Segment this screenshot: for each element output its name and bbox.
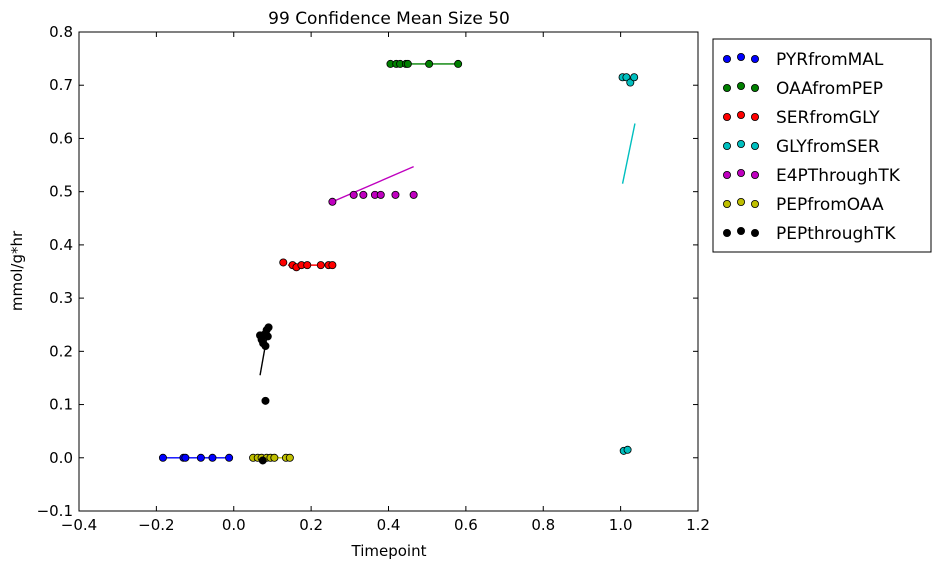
chart-title: 99 Confidence Mean Size 50 <box>268 9 510 29</box>
legend-marker-serfromgly <box>737 111 746 120</box>
legend-label-pepthroughtk: PEPthroughTK <box>776 224 896 244</box>
data-point-oaafrompep <box>425 59 434 68</box>
x-tick-label: 0.0 <box>222 516 246 534</box>
legend-label-serfromgly: SERfromGLY <box>776 108 880 128</box>
data-point-pepfromoaa <box>285 453 294 462</box>
series-line-e4pthroughtk <box>332 166 414 203</box>
x-tick-label: 0.8 <box>531 516 555 534</box>
data-point-serfromgly <box>316 261 325 270</box>
legend-marker-pepthroughtk <box>723 228 732 237</box>
data-point-pyrfrommal <box>158 453 167 462</box>
data-point-serfromgly <box>279 258 288 267</box>
x-tick-label: 1.2 <box>686 516 710 534</box>
legend-label-pyrfrommal: PYRfromMAL <box>776 50 884 70</box>
data-point-e4pthroughtk <box>376 190 385 199</box>
data-point-pyrfrommal <box>196 453 205 462</box>
data-point-glyfromser <box>622 73 631 82</box>
x-tick-label: −0.4 <box>61 516 97 534</box>
data-point-glyfromser <box>623 445 632 454</box>
legend-label-oaafrompep: OAAfromPEP <box>776 79 883 99</box>
data-point-pepthroughtk <box>261 396 270 405</box>
legend-marker-pepthroughtk <box>737 226 746 235</box>
data-point-pyrfrommal <box>181 453 190 462</box>
data-point-e4pthroughtk <box>391 190 400 199</box>
series-line-glyfromser <box>621 123 636 184</box>
legend-label-pepfromoaa: PEPfromOAA <box>776 195 884 215</box>
legend-marker-pepfromoaa <box>751 199 760 208</box>
legend: PYRfromMAL OAAfromPEP SERfromGLY GLYfromSER… <box>712 38 932 253</box>
plot-area: −0.4 −0.2 0.0 0.2 0.4 0.6 0.8 1.0 1.2 −0.1 0.0 0.1 0… <box>37 23 710 534</box>
x-tick-label: 1.0 <box>609 516 633 534</box>
legend-box <box>712 38 932 253</box>
legend-marker-e4pthroughtk <box>751 170 760 179</box>
y-tick-label: 0.2 <box>49 342 73 360</box>
data-point-pepthroughtk <box>261 342 270 351</box>
plot-background <box>79 32 698 511</box>
legend-label-e4pthroughtk: E4PThroughTK <box>776 166 901 186</box>
data-point-e4pthroughtk <box>359 190 368 199</box>
y-tick-label: −0.1 <box>37 502 73 520</box>
legend-marker-glyfromser <box>751 141 760 150</box>
legend-marker-serfromgly <box>751 113 760 122</box>
data-point-pyrfrommal <box>208 453 217 462</box>
legend-marker-oaafrompep <box>723 84 732 93</box>
legend-marker-pyrfrommal <box>751 55 760 64</box>
data-point-pepthroughtk <box>258 456 267 465</box>
data-point-serfromgly <box>328 261 337 270</box>
data-point-oaafrompep <box>454 59 463 68</box>
x-axis-label: Timepoint <box>351 542 427 560</box>
data-point-e4pthroughtk <box>328 197 337 206</box>
y-tick-label: 0.0 <box>49 449 73 467</box>
data-point-pepthroughtk <box>263 332 272 341</box>
legend-marker-oaafrompep <box>751 84 760 93</box>
legend-marker-pepfromoaa <box>737 197 746 206</box>
data-point-serfromgly <box>303 261 312 270</box>
legend-marker-e4pthroughtk <box>737 168 746 177</box>
x-tick-label: 0.6 <box>454 516 478 534</box>
legend-marker-pyrfrommal <box>723 55 732 64</box>
data-point-glyfromser <box>626 78 635 87</box>
data-point-glyfromser <box>630 73 639 82</box>
legend-marker-pepthroughtk <box>751 228 760 237</box>
data-point-e4pthroughtk <box>349 190 358 199</box>
x-tick-label: 0.2 <box>299 516 323 534</box>
y-tick-label: 0.1 <box>49 396 73 414</box>
y-axis-label: mmol/g*hr <box>8 230 26 311</box>
data-point-e4pthroughtk <box>409 190 418 199</box>
legend-label-glyfromser: GLYfromSER <box>776 137 880 157</box>
y-tick-label: 0.7 <box>49 76 73 94</box>
data-point-oaafrompep <box>403 59 412 68</box>
y-tick-label: 0.6 <box>49 129 73 147</box>
legend-marker-pyrfrommal <box>737 53 746 62</box>
legend-marker-oaafrompep <box>737 82 746 91</box>
x-tick-label: 0.4 <box>377 516 401 534</box>
y-tick-label: 0.3 <box>49 289 73 307</box>
legend-marker-glyfromser <box>737 139 746 148</box>
data-point-pyrfrommal <box>225 453 234 462</box>
plot-frame <box>78 31 699 512</box>
data-point-pepfromoaa <box>270 453 279 462</box>
y-tick-label: 0.5 <box>49 183 73 201</box>
legend-marker-glyfromser <box>723 141 732 150</box>
legend-marker-serfromgly <box>723 113 732 122</box>
data-point-pepthroughtk <box>264 323 273 332</box>
y-tick-label: 0.8 <box>49 23 73 41</box>
x-tick-label: −0.2 <box>138 516 174 534</box>
legend-marker-pepfromoaa <box>723 199 732 208</box>
legend-marker-e4pthroughtk <box>723 170 732 179</box>
y-tick-label: 0.4 <box>49 236 73 254</box>
